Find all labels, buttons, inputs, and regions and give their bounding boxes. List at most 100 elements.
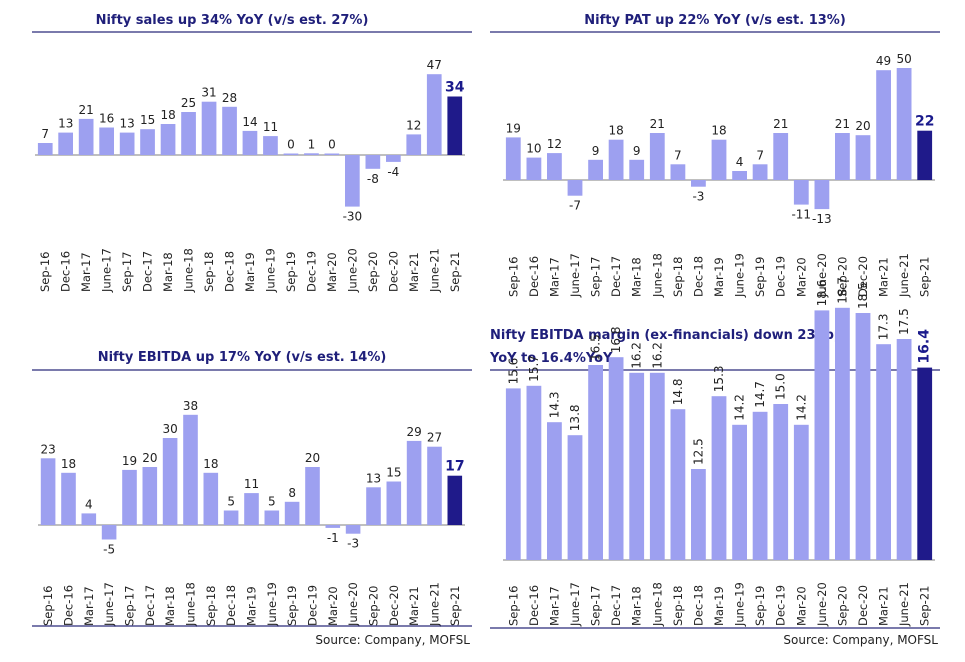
tick-label-Mar-19: Mar-19	[712, 257, 726, 297]
data-label-Dec-18: -3	[692, 190, 704, 204]
tick-label-June-17: June-17	[568, 253, 582, 298]
bar-Dec-16	[526, 157, 542, 180]
bar-June-17	[101, 525, 117, 540]
tick-label-Sep-19: Sep-19	[753, 586, 767, 626]
tick-label-June-19: June-19	[733, 253, 747, 298]
bar-Sep-17	[119, 132, 135, 155]
bar-June-20	[345, 155, 360, 207]
bar-Sep-20	[835, 307, 850, 560]
tick-label-Sep-18: Sep-18	[671, 586, 685, 626]
bar-June-17	[567, 180, 583, 196]
data-label-Sep-17: 13	[120, 117, 135, 131]
bar-Mar-20	[793, 180, 809, 205]
data-label-Dec-16: 18	[61, 457, 76, 471]
bar-Dec-19	[305, 467, 320, 525]
tick-label-Sep-19: Sep-19	[753, 257, 767, 297]
bar-June-21	[426, 74, 442, 155]
data-label-Sep-20: -8	[367, 172, 379, 186]
bar-Mar-19	[711, 396, 727, 560]
bar-Dec-18	[223, 510, 239, 525]
data-label-Sep-18: 14.8	[671, 378, 685, 405]
data-label-Sep-21: 16.4	[917, 329, 933, 364]
tick-label-Mar-19: Mar-19	[245, 586, 259, 626]
data-label-Mar-19: 14	[242, 115, 257, 129]
tick-label-Mar-17: Mar-17	[547, 257, 561, 297]
tick-label-Mar-18: Mar-18	[630, 257, 644, 297]
bar-Dec-18	[691, 469, 706, 560]
data-label-Sep-17: 9	[592, 144, 600, 158]
tick-label-Mar-19: Mar-19	[712, 586, 726, 626]
bar-Mar-20	[324, 153, 340, 155]
bar-Mar-18	[629, 159, 645, 180]
data-label-Mar-18: 16.2	[630, 342, 644, 369]
chart-sales: Nifty sales up 34% YoY (v/s est. 27%) 7 S…	[32, 13, 472, 293]
bar-June-18	[649, 133, 665, 180]
tick-label-June-19: June-19	[733, 582, 747, 627]
data-label-Dec-17: 18	[609, 124, 624, 138]
data-label-Mar-20: 0	[328, 138, 336, 152]
bar-Mar-17	[547, 153, 562, 180]
bar-Sep-16	[37, 143, 53, 155]
bar-Mar-21	[406, 134, 422, 155]
data-label-June-17: 13.8	[568, 404, 582, 431]
data-label-Dec-19: 20	[305, 451, 320, 465]
bar-June-19	[264, 510, 280, 525]
bar-June-21	[427, 446, 442, 525]
chart-ebitda: Nifty EBITDA up 17% YoY (v/s est. 14%) 2…	[32, 350, 472, 647]
bar-June-21	[896, 339, 912, 560]
tick-label-Sep-21: Sep-21	[918, 257, 932, 297]
data-label-Dec-20: 18.5	[856, 282, 870, 309]
tick-label-Dec-16: Dec-16	[59, 251, 73, 292]
bar-Mar-20	[793, 424, 809, 560]
data-label-Mar-20: -1	[327, 531, 339, 545]
data-label-Sep-20: 21	[835, 117, 850, 131]
chart-sales-title: Nifty sales up 34% YoY (v/s est. 27%)	[96, 13, 369, 28]
tick-label-Dec-16: Dec-16	[527, 585, 541, 626]
data-label-Sep-21: 17	[445, 459, 464, 475]
data-label-Sep-21: 22	[915, 114, 934, 130]
tick-label-June-19: June-19	[263, 248, 277, 293]
bar-June-20	[345, 525, 361, 534]
bar-Sep-19	[752, 411, 768, 560]
data-label-Sep-20: 13	[366, 471, 381, 485]
tick-label-Mar-20: Mar-20	[326, 586, 340, 626]
data-label-Mar-21: 17.3	[877, 313, 891, 340]
bar-Sep-20	[366, 487, 381, 525]
data-label-Sep-16: 7	[41, 127, 49, 141]
bar-Mar-21	[876, 70, 891, 180]
tick-label-June-17: June-17	[568, 582, 582, 627]
tick-label-Sep-17: Sep-17	[120, 252, 134, 292]
data-label-Sep-17: 16.5	[589, 334, 603, 361]
bar-June-17	[567, 435, 583, 560]
data-label-Mar-17: 12	[547, 137, 562, 151]
data-label-Dec-16: 15.7	[527, 355, 541, 382]
data-label-Mar-18: 18	[160, 108, 175, 122]
tick-label-June-20: June-20	[345, 248, 359, 293]
data-label-Mar-19: 15.3	[712, 365, 726, 392]
bar-Dec-17	[140, 129, 155, 155]
data-label-June-17: 16	[99, 112, 114, 126]
tick-label-Dec-20: Dec-20	[856, 256, 870, 297]
data-label-Mar-21: 12	[406, 118, 421, 132]
bar-Mar-21	[406, 440, 422, 525]
chart-pat: Nifty PAT up 22% YoY (v/s est. 13%) 19 Se…	[490, 13, 940, 298]
data-label-Mar-17: 14.3	[547, 391, 561, 418]
bar-Dec-16	[526, 385, 542, 560]
tick-label-Dec-16: Dec-16	[527, 256, 541, 297]
bar-Dec-18	[691, 180, 706, 187]
data-label-Dec-19: 1	[308, 137, 316, 151]
data-label-June-21: 17.5	[897, 308, 911, 335]
tick-label-Mar-21: Mar-21	[407, 586, 421, 626]
data-label-Sep-19: 8	[288, 486, 296, 500]
data-label-June-19: 5	[268, 495, 276, 509]
bar-Dec-19	[773, 133, 789, 180]
data-label-June-21: 47	[427, 58, 442, 72]
data-label-Dec-16: 10	[526, 142, 541, 156]
tick-label-Dec-18: Dec-18	[691, 256, 705, 297]
tick-label-Sep-16: Sep-16	[506, 586, 520, 626]
data-label-Dec-20: 20	[855, 119, 870, 133]
tick-label-Dec-19: Dec-19	[306, 585, 320, 626]
data-label-June-19: 14.2	[733, 394, 747, 421]
source-right: Source: Company, MOFSL	[783, 633, 938, 647]
data-label-Sep-18: 18	[203, 457, 218, 471]
